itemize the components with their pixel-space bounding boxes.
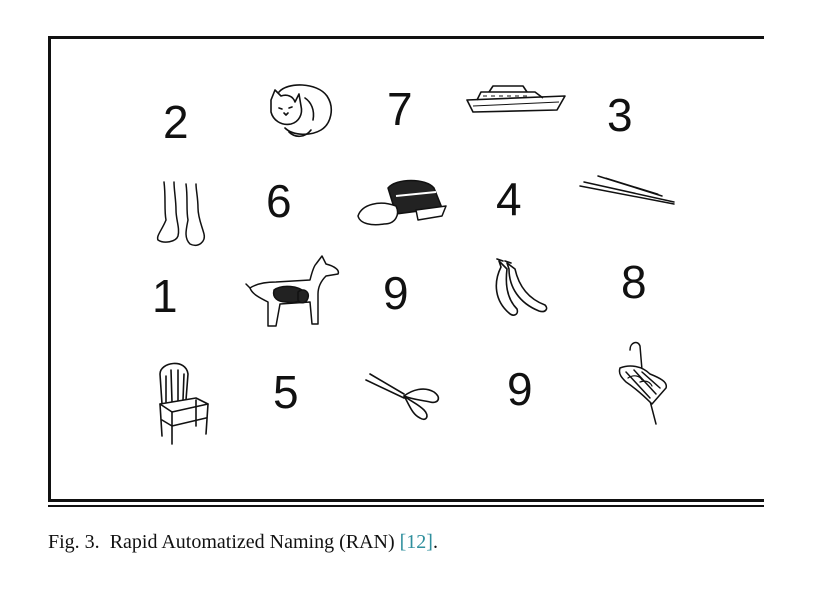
citation-link[interactable]: [12]	[399, 531, 433, 553]
caption-period: .	[432, 531, 438, 553]
caption-label: Fig. 3.	[48, 531, 100, 553]
pen-icon	[578, 174, 678, 208]
number-item: 7	[387, 83, 413, 135]
number-item: 9	[383, 267, 409, 319]
number-item: 1	[152, 270, 178, 322]
scissors-icon	[364, 370, 444, 424]
feet-icon	[150, 180, 210, 250]
number-item: 8	[621, 256, 647, 308]
number-item: 6	[266, 175, 292, 227]
number-item: 4	[496, 173, 522, 225]
cat-icon	[265, 80, 337, 140]
caption-text: Rapid Automatized Naming (RAN)	[109, 531, 395, 553]
number-item: 3	[607, 89, 633, 141]
cap-icon	[356, 176, 448, 228]
number-item: 2	[163, 96, 189, 148]
ran-figure-frame	[48, 36, 764, 507]
dog-icon	[245, 254, 342, 330]
ship-icon	[465, 82, 567, 116]
figure-caption: Fig. 3. Rapid Automatized Naming (RAN) […	[48, 531, 438, 554]
umbrella-icon	[612, 338, 670, 428]
number-item: 9	[507, 363, 533, 415]
chair-icon	[156, 360, 214, 446]
banana-icon	[485, 257, 551, 319]
number-item: 5	[273, 366, 299, 418]
